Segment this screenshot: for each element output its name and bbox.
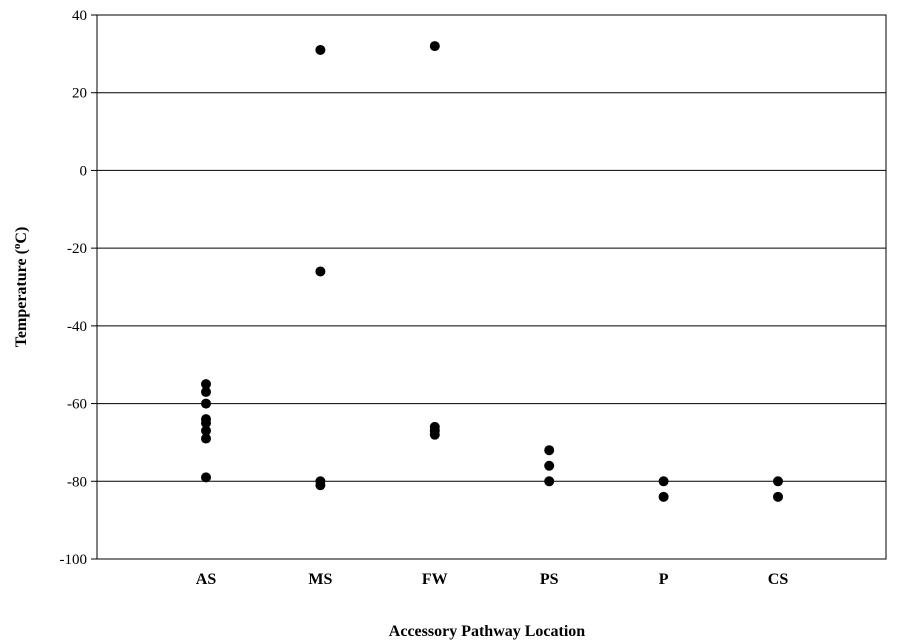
y-tick-label: 0 [80,163,88,179]
plot-area [96,14,887,560]
data-point [201,472,211,483]
data-point [201,398,211,409]
data-point [201,379,211,390]
y-axis-title-superscript: o [11,243,23,249]
data-point [544,445,555,456]
x-tick-label: MS [308,571,332,588]
x-axis-ticks: AS MS FW PS P CS [196,571,789,588]
data-point [544,460,555,471]
data-points [201,41,783,502]
y-tick-label: -60 [67,397,87,413]
data-point [658,476,669,487]
data-point [658,491,669,502]
y-tick-label: -40 [67,319,87,335]
data-point [201,386,211,397]
y-tick-label: 20 [72,86,87,102]
x-tick-label: PS [540,571,559,588]
data-point [201,418,211,428]
data-point [544,476,555,487]
y-tick-label: -100 [60,552,88,568]
y-axis-ticks: 40 20 0 -20 -40 -60 -80 -100 [60,8,97,568]
y-axis-title: Temperature (oC) [11,227,30,348]
x-tick-label: FW [422,571,448,588]
data-point [201,433,211,444]
y-axis-title-unit: C) [13,227,30,244]
y-tick-label: -80 [67,474,87,490]
data-point [315,44,326,55]
data-point [315,480,326,491]
y-tick-label: -20 [67,241,87,257]
data-point [773,491,783,502]
data-point [429,41,440,52]
x-axis-title: Accessory Pathway Location [389,623,586,640]
data-point [315,266,326,277]
x-tick-label: P [659,571,669,588]
data-point [773,476,783,487]
gridlines [97,92,886,482]
x-tick-label: CS [768,571,789,588]
data-point [429,429,440,440]
y-tick-label: 40 [72,8,87,24]
data-point [201,425,211,436]
x-tick-label: AS [196,571,217,588]
y-axis-title-text: Temperature ( [13,249,30,347]
